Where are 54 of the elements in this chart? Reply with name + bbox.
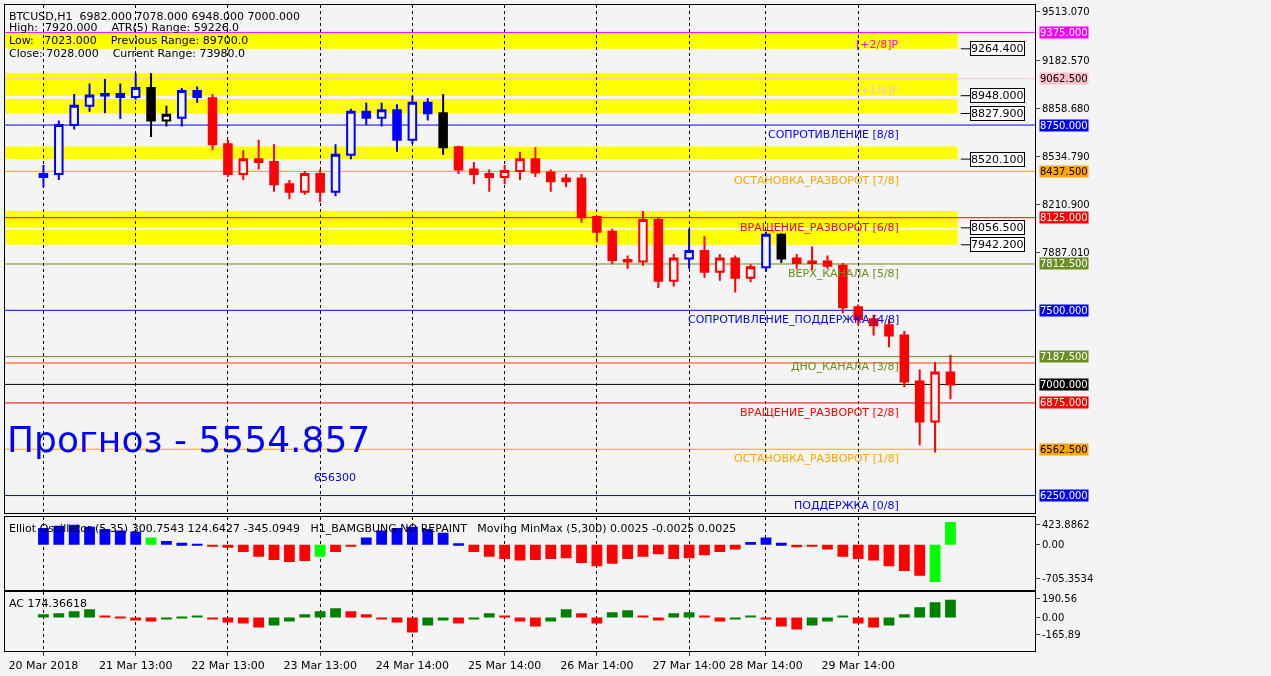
x-tick-label: 22 Mar 13:00 [191, 659, 265, 673]
ref-line-label: 8750.000 [1040, 120, 1088, 131]
annotation: СОПРОТИВЛЕНИЕ [8/8] [768, 128, 899, 141]
ref-line-label: 7000.000 [1040, 379, 1088, 390]
text: BTCUSD,H1 6982.000 7078.000 6948.000 7000.000 [9, 10, 301, 23]
x-tick-label: 25 Mar 14:00 [467, 659, 542, 673]
annotation: Close: 7028.000 Current Range: 73980.0 [9, 47, 246, 60]
x-tick-label: 28 Mar 14:00 [729, 659, 803, 673]
band-label: 8948.000 [971, 89, 1024, 102]
ref-line-label: 9062.500 [1040, 73, 1088, 84]
ref-line-label: 6250.000 [1040, 490, 1088, 501]
y-tick-label: 8210.900 [1042, 199, 1090, 211]
y-tick-label: 9513.070 [1042, 6, 1090, 18]
y-tick-label: 0.00 [1042, 539, 1065, 551]
annotation: ДНО_КАНАЛА [3/8] [791, 360, 899, 373]
y-tick-label: 0.00 [1042, 611, 1065, 623]
x-tick-label: 21 Mar 13:00 [98, 659, 173, 673]
x-tick-label: 20 Mar 2018 [8, 659, 79, 673]
ref-line-label: 7500.000 [1040, 305, 1088, 316]
band-label: 8056.500 [971, 221, 1024, 234]
annotation: High: 7920.000 ATR(5) Range: 59226.0 [9, 21, 240, 34]
ref-line-label: 9375.000 [1040, 27, 1088, 38]
band-label: 8827.900 [971, 107, 1024, 120]
ref-line-label: 6562.500 [1040, 444, 1088, 455]
band-label: 8520.100 [971, 153, 1024, 166]
y-tick-label: -705.3534 [1042, 572, 1094, 584]
annotation: ОСТАНОВКА_РАЗВОРОТ [7/8] [734, 174, 900, 187]
annotation: [+1/8]P [856, 84, 899, 97]
y-tick-label: 9182.570 [1042, 55, 1090, 67]
annotation: ПОДДЕРЖКА [0/8] [794, 499, 899, 512]
annotation: Low: 7023.000 Previous Range: 89700.0 [9, 34, 249, 47]
text: AC 174.36618 [9, 597, 87, 610]
x-tick-label: 23 Mar 13:00 [283, 659, 357, 673]
ref-line-label: 8125.000 [1040, 212, 1088, 223]
y-tick-label: 190.56 [1042, 592, 1077, 604]
annotation: ОСТАНОВКА_РАЗВОРОТ [1/8] [734, 452, 900, 465]
y-tick-label: 8534.790 [1042, 151, 1090, 163]
ref-line-label: 6875.000 [1040, 397, 1088, 408]
ref-line-label: 8437.500 [1040, 166, 1088, 177]
annotation: [+2/8]P [856, 38, 899, 51]
x-tick-label: 26 Mar 14:00 [560, 659, 634, 673]
y-tick-label: 423.8862 [1042, 519, 1090, 531]
y-tick-label: -165.89 [1042, 628, 1081, 640]
ref-line-label: 7187.500 [1040, 351, 1088, 362]
annotation: 656300 [314, 471, 356, 484]
x-tick-label: 24 Mar 14:00 [375, 659, 450, 673]
ref-line-label: 7812.500 [1040, 258, 1088, 269]
annotation: ВРАЩЕНИЕ_РАЗВОРОТ [2/8] [740, 406, 899, 419]
y-tick-label: 7887.010 [1042, 247, 1090, 259]
band-label: 9264.400 [971, 42, 1024, 55]
x-tick-label: 27 Mar 14:00 [652, 659, 726, 673]
band-label: 7942.200 [971, 238, 1024, 251]
x-tick-label: 29 Mar 14:00 [821, 659, 895, 673]
y-tick-label: 8858.680 [1042, 103, 1090, 115]
